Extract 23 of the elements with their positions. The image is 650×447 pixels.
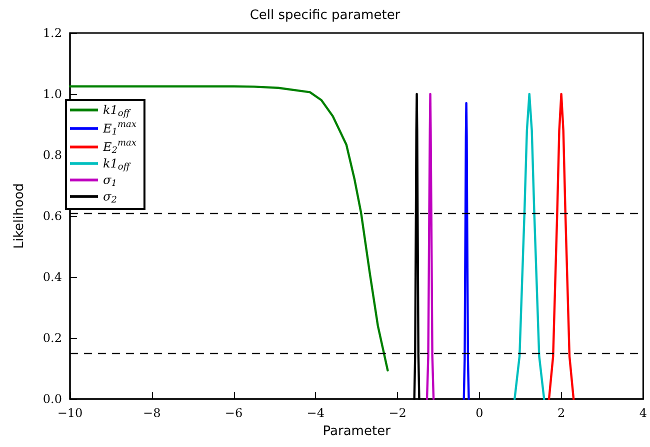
y-tick-label: 0.4 [42,270,62,284]
line-series [514,92,546,400]
line-series [426,92,435,400]
x-tick-label: −2 [388,406,406,420]
y-tick-label: 1.2 [42,26,62,40]
line-series [462,102,470,400]
x-tick-label: 4 [639,406,648,420]
x-tick-label: 2 [557,406,566,420]
x-tick-label: −10 [57,406,83,420]
line-series [548,92,575,400]
line-series [68,85,389,372]
x-tick-label: 0 [476,406,484,420]
x-axis-title: Parameter [322,424,392,439]
x-tick-label: −4 [306,406,325,420]
y-tick-label: 1.0 [42,87,62,101]
y-axis-title: Likelihood [12,183,27,249]
y-tick-label: 0.6 [42,209,62,223]
y-tick-label: 0.0 [42,392,62,406]
chart-title: Cell specific parameter [250,8,401,23]
x-tick-label: −8 [143,406,161,420]
y-tick-label: 0.2 [42,331,62,345]
y-tick-label: 0.8 [42,148,62,162]
x-tick-label: −6 [224,406,243,420]
